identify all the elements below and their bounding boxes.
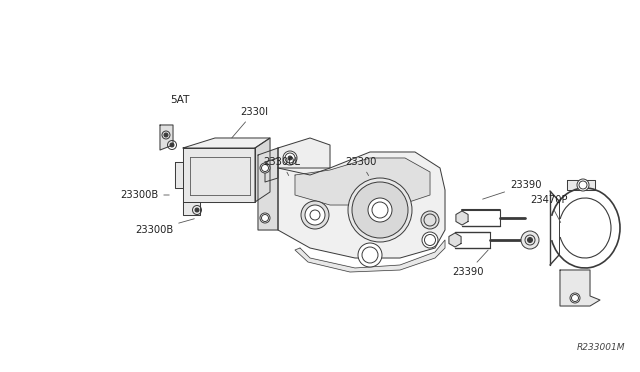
Polygon shape — [258, 148, 278, 230]
Circle shape — [521, 231, 539, 249]
Text: 23470P: 23470P — [530, 195, 568, 222]
Polygon shape — [160, 125, 173, 150]
Polygon shape — [183, 202, 200, 215]
Circle shape — [577, 179, 589, 191]
Text: 5AT: 5AT — [170, 95, 189, 105]
Text: 23390: 23390 — [452, 250, 488, 277]
Text: 23300L: 23300L — [263, 157, 300, 176]
Polygon shape — [183, 138, 270, 148]
Polygon shape — [183, 148, 255, 202]
Circle shape — [305, 205, 325, 225]
Circle shape — [570, 293, 580, 303]
Circle shape — [352, 182, 408, 238]
Circle shape — [368, 198, 392, 222]
Polygon shape — [449, 233, 461, 247]
Circle shape — [421, 211, 439, 229]
Text: 23300B: 23300B — [135, 219, 195, 235]
Circle shape — [358, 243, 382, 267]
Circle shape — [283, 151, 297, 165]
Polygon shape — [278, 138, 330, 175]
Polygon shape — [265, 158, 278, 182]
Circle shape — [195, 208, 199, 212]
Text: 23390: 23390 — [483, 180, 541, 199]
Text: 23300: 23300 — [345, 157, 376, 176]
Circle shape — [170, 143, 174, 147]
Text: 23300B: 23300B — [120, 190, 169, 200]
Circle shape — [301, 201, 329, 229]
Polygon shape — [560, 270, 600, 306]
Polygon shape — [456, 211, 468, 225]
Circle shape — [260, 163, 270, 173]
Circle shape — [164, 133, 168, 137]
Circle shape — [527, 237, 532, 243]
Circle shape — [422, 232, 438, 248]
Polygon shape — [567, 180, 595, 190]
Text: R233001M: R233001M — [577, 343, 625, 352]
Circle shape — [260, 213, 270, 223]
Polygon shape — [295, 240, 445, 272]
Circle shape — [288, 156, 292, 160]
Circle shape — [348, 178, 412, 242]
Text: 2330l: 2330l — [232, 107, 268, 138]
Polygon shape — [255, 138, 270, 202]
Polygon shape — [175, 162, 183, 188]
Polygon shape — [295, 158, 430, 205]
Polygon shape — [278, 152, 445, 258]
